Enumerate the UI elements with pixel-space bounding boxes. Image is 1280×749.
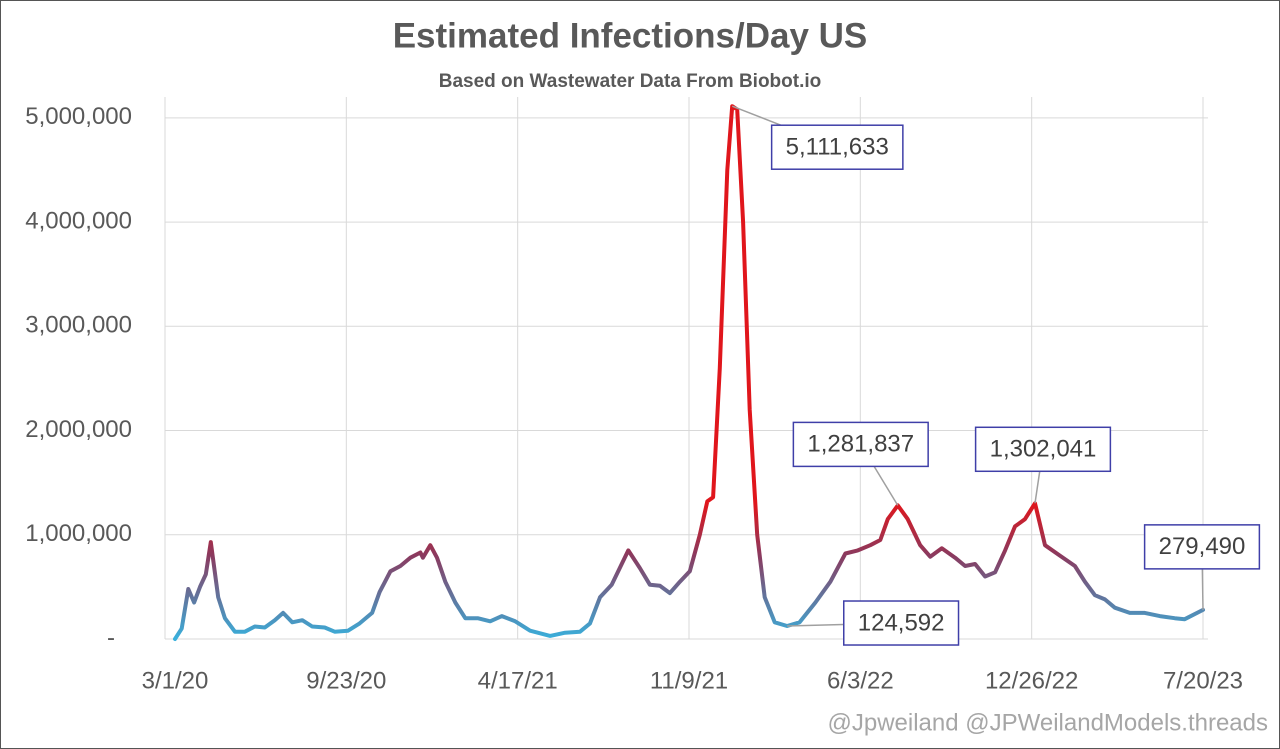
- x-tick-label: 3/1/20: [142, 667, 209, 694]
- value-label-box: [770, 124, 904, 170]
- chart-title: Estimated Infections/Day US: [393, 16, 868, 55]
- chart-subtitle: Based on Wastewater Data From Biobot.io: [439, 71, 822, 92]
- value-label-box: [1143, 524, 1261, 570]
- value-label-box: [843, 600, 960, 646]
- x-tick-label: 6/3/22: [827, 667, 894, 694]
- y-tick-label: 5,000,000: [25, 103, 132, 130]
- value-label-text: 1,302,041: [990, 436, 1097, 463]
- value-label: 1,281,837: [792, 421, 929, 468]
- value-label-text: 279,490: [1159, 533, 1246, 560]
- x-tick-label: 4/17/21: [478, 667, 558, 694]
- value-label: 124,592: [843, 600, 960, 646]
- value-label: 279,490: [1143, 524, 1261, 570]
- x-tick-label: 11/9/21: [650, 667, 728, 694]
- value-label-text: 1,281,837: [807, 431, 914, 458]
- value-label: 1,302,041: [974, 426, 1112, 473]
- y-tick-label: -: [107, 624, 115, 651]
- value-label-box: [974, 426, 1112, 473]
- value-label: 5,111,633: [770, 124, 904, 170]
- y-tick-label: 2,000,000: [25, 416, 132, 443]
- y-tick-label: 3,000,000: [25, 312, 132, 339]
- value-label-text: 5,111,633: [786, 134, 889, 161]
- credit: @Jpweiland @JPWeilandModels.threads: [828, 709, 1269, 736]
- value-label-text: 124,592: [858, 609, 945, 636]
- y-tick-label: 4,000,000: [25, 207, 132, 234]
- value-label-box: [792, 421, 929, 468]
- x-tick-label: 9/23/20: [306, 667, 386, 694]
- x-tick-label: 7/20/23: [1163, 667, 1243, 694]
- data-line: [173, 104, 1205, 641]
- x-tick-label: 12/26/22: [985, 667, 1078, 694]
- y-tick-label: 1,000,000: [25, 520, 132, 547]
